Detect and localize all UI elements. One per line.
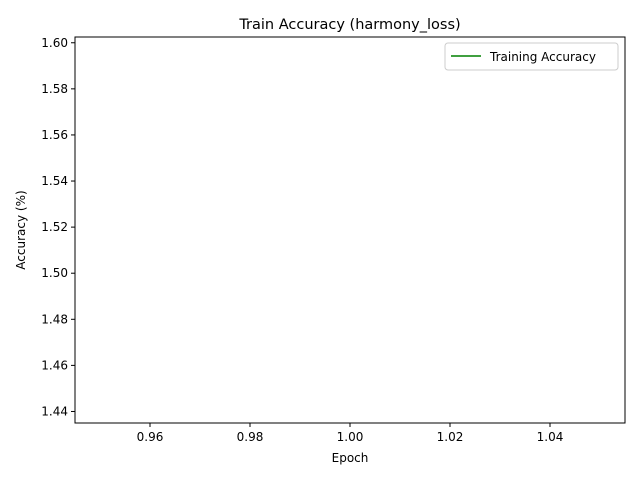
y-tick-label: 1.44 <box>41 404 68 418</box>
y-tick-label: 1.56 <box>41 128 68 142</box>
x-tick-label: 1.02 <box>437 430 464 444</box>
y-tick-label: 1.54 <box>41 174 68 188</box>
x-tick-label: 0.98 <box>237 430 264 444</box>
legend-box <box>444 42 619 71</box>
x-axis: 0.96 0.98 1.00 1.02 1.04 <box>137 423 564 444</box>
legend: Training Accuracy <box>444 42 619 71</box>
y-tick-label: 1.58 <box>41 82 68 96</box>
y-tick-label: 1.50 <box>41 266 68 280</box>
x-tick-label: 1.00 <box>337 430 364 444</box>
x-tick-label: 1.04 <box>537 430 564 444</box>
y-tick-label: 1.46 <box>41 358 68 372</box>
x-tick-label: 0.96 <box>137 430 164 444</box>
y-axis: 1.44 1.46 1.48 1.50 1.52 1.54 1.56 1.58 1.60 <box>41 36 75 418</box>
x-axis-title: Epoch <box>332 451 369 465</box>
y-tick-label: 1.48 <box>41 312 68 326</box>
legend-label: Training Accuracy <box>489 50 596 64</box>
y-axis-title: Accuracy (%) <box>14 190 28 269</box>
y-tick-label: 1.52 <box>41 220 68 234</box>
y-tick-label: 1.60 <box>41 36 68 50</box>
chart-title: Train Accuracy (harmony_loss) <box>238 17 460 33</box>
